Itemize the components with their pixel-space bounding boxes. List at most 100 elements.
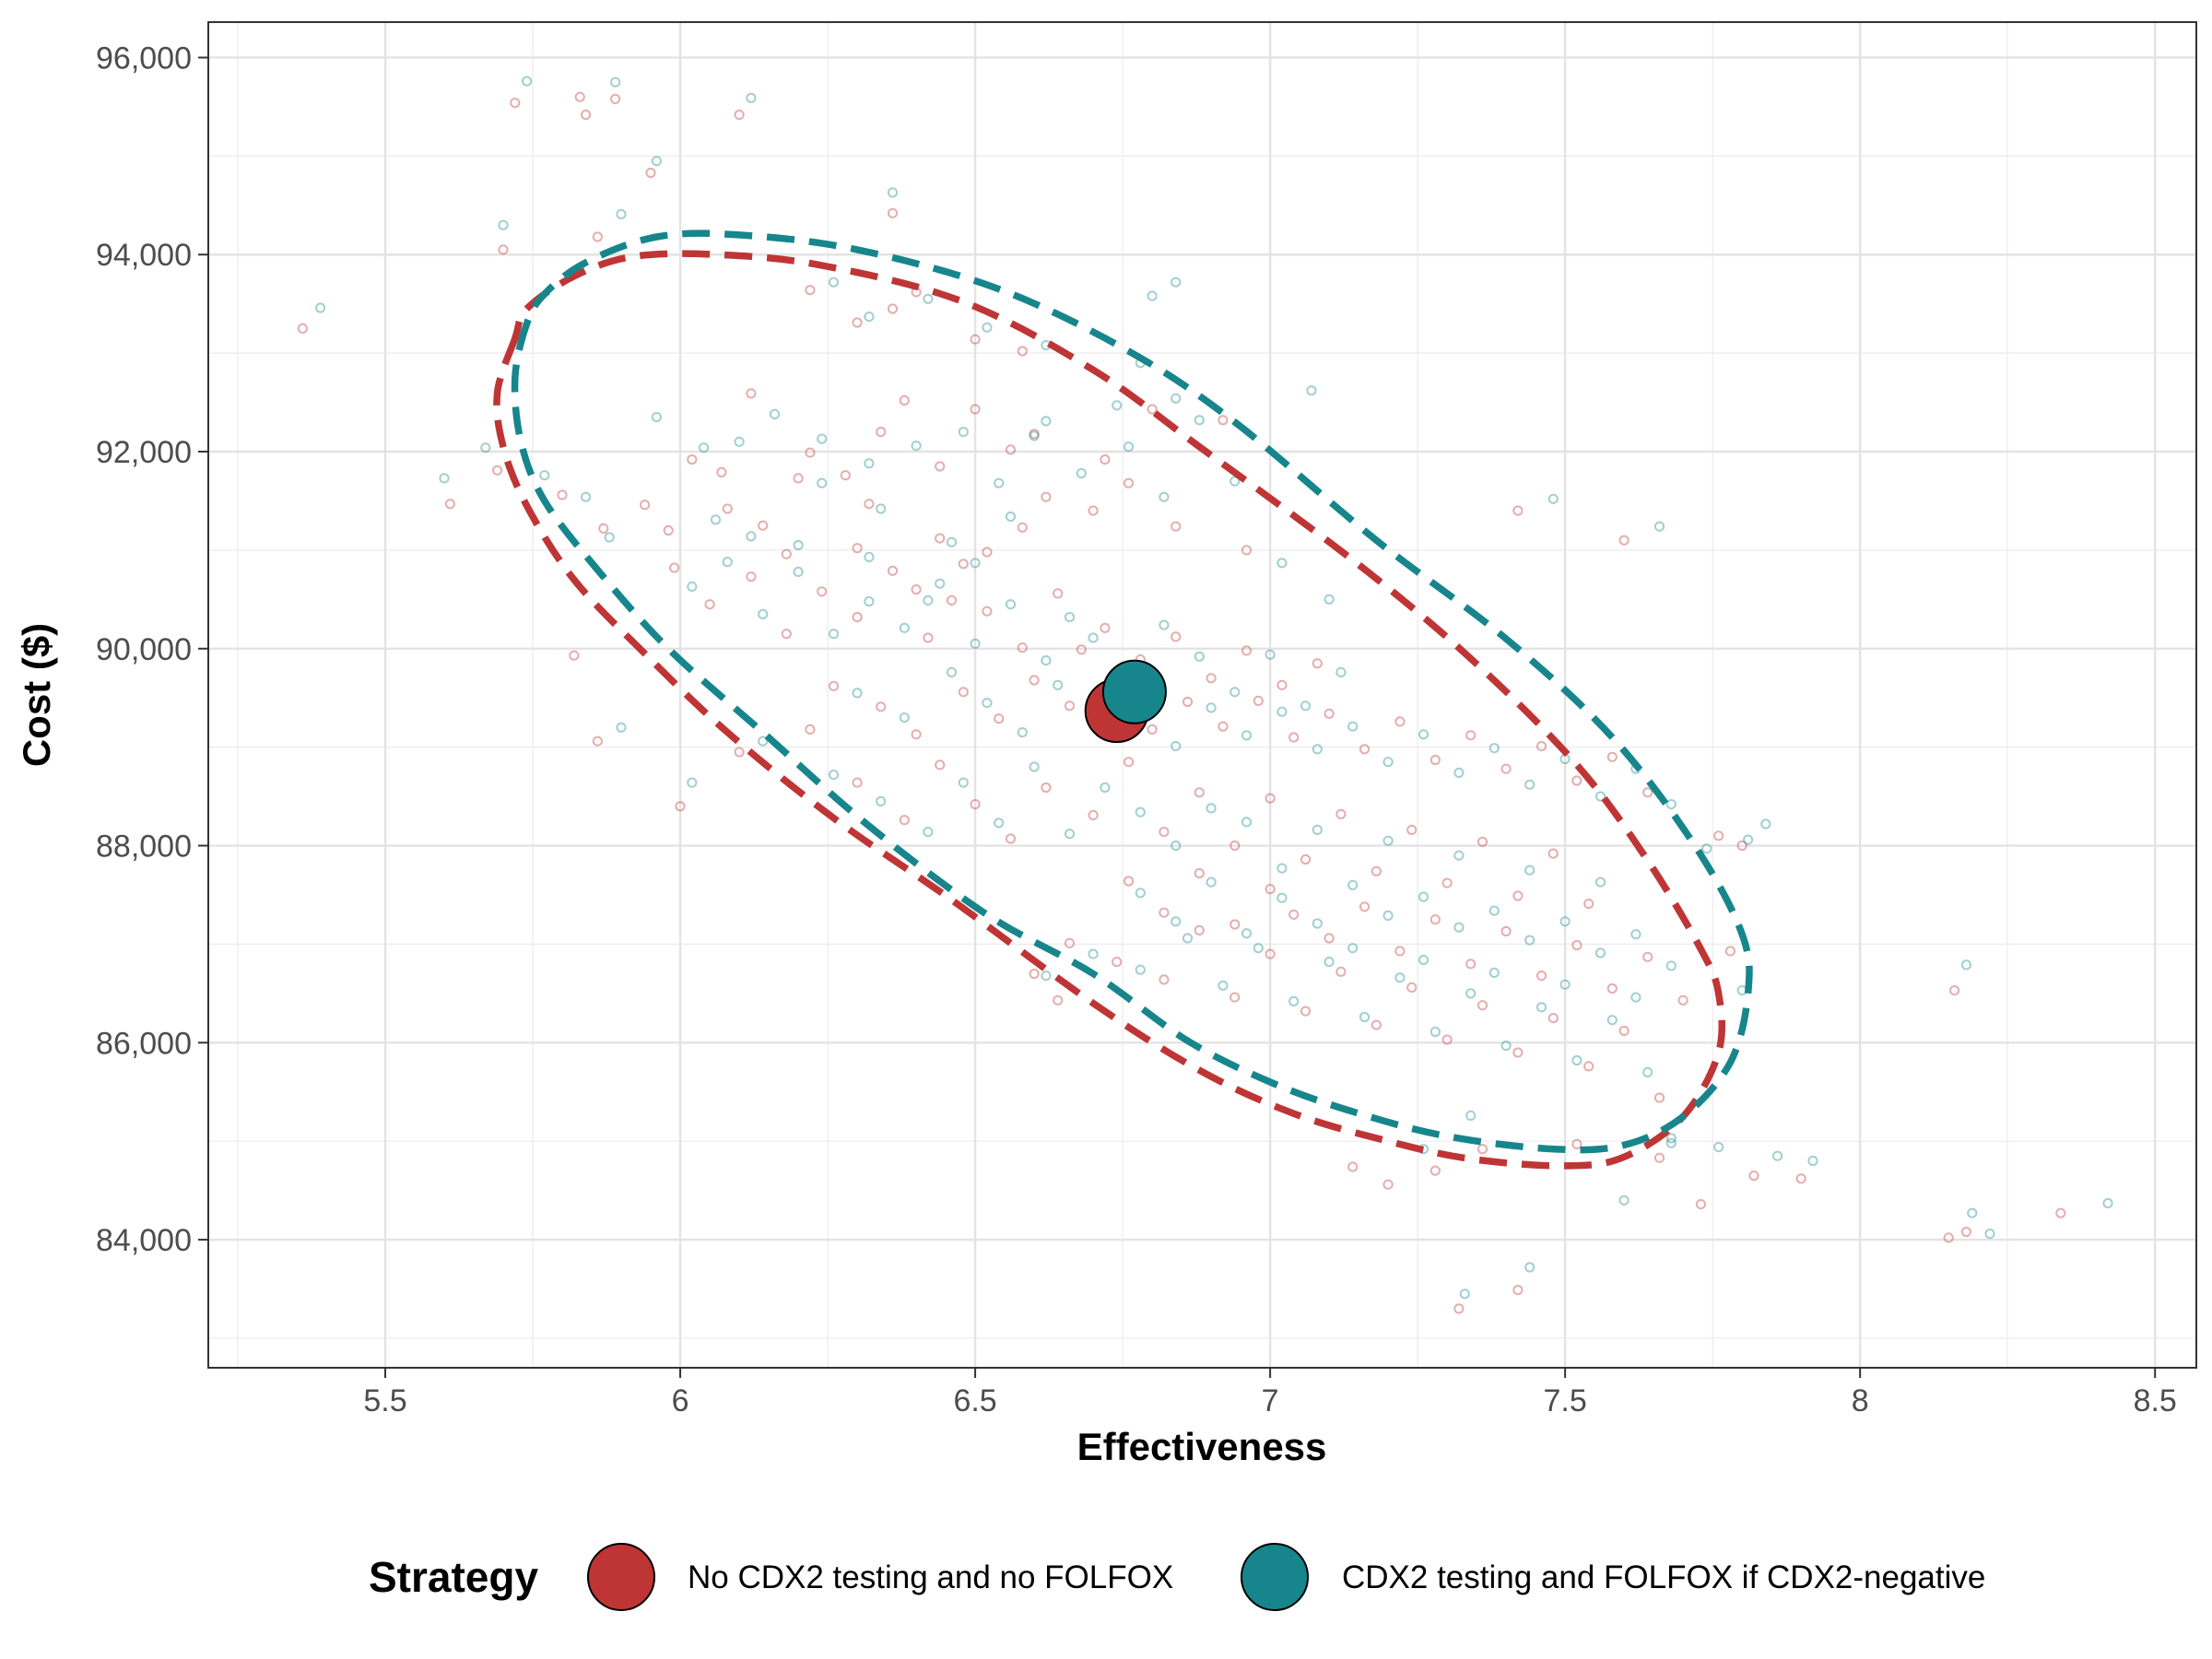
sim-point: [1182, 933, 1194, 944]
sim-point: [687, 581, 698, 593]
sim-point: [2055, 1207, 2066, 1218]
sim-point: [1312, 824, 1323, 836]
sim-point: [1701, 843, 1712, 854]
sim-point: [1100, 454, 1111, 465]
sim-point: [1459, 1288, 1470, 1300]
sim-point: [616, 208, 627, 219]
sim-point: [1159, 827, 1170, 838]
sim-point: [1324, 594, 1335, 605]
sim-point: [887, 565, 899, 576]
sim-point: [1312, 744, 1323, 755]
sim-point: [598, 523, 609, 535]
sim-point: [1005, 599, 1017, 610]
sim-point: [592, 231, 604, 242]
sim-point: [1218, 980, 1229, 991]
sim-point: [1512, 890, 1524, 901]
y-axis-title: Cost ($): [15, 623, 58, 767]
x-tick-label: 8: [1852, 1383, 1869, 1418]
sim-point: [923, 632, 934, 643]
sim-point: [1159, 907, 1170, 918]
sim-point: [1571, 939, 1583, 951]
series-points-1: [315, 76, 2113, 1300]
sim-point: [722, 557, 733, 568]
sim-point: [645, 167, 656, 179]
sim-point: [1618, 535, 1630, 546]
x-tick-label: 5.5: [363, 1383, 406, 1418]
sim-point: [946, 536, 958, 547]
sim-point: [1441, 877, 1453, 888]
sim-point: [1147, 404, 1158, 415]
sim-point: [828, 629, 840, 640]
sim-point: [1630, 992, 1641, 1003]
legend: Strategy No CDX2 testing and no FOLFOX C…: [369, 1543, 1985, 1611]
sim-point: [994, 818, 1005, 829]
sim-point: [1241, 730, 1253, 741]
sim-point: [1500, 1040, 1512, 1052]
sim-point: [1371, 865, 1382, 877]
sim-point: [640, 500, 651, 511]
sim-point: [1005, 833, 1017, 844]
sim-point: [852, 777, 863, 788]
sim-point: [1653, 521, 1665, 532]
confidence-ellipse-0: [493, 250, 1726, 1170]
sim-point: [1594, 791, 1606, 802]
sim-point: [1288, 995, 1300, 1007]
sim-point: [1029, 430, 1040, 441]
sim-point: [1430, 1165, 1441, 1176]
x-tick-label: 6.5: [953, 1383, 996, 1418]
sim-point: [1453, 850, 1465, 861]
sim-point: [1005, 511, 1017, 523]
sim-point: [1430, 914, 1441, 925]
sim-point: [1306, 385, 1317, 396]
sim-point: [994, 477, 1005, 488]
sim-point: [758, 608, 769, 620]
sim-point: [1206, 702, 1217, 713]
sim-point: [1335, 966, 1347, 977]
sim-point: [1465, 959, 1477, 970]
sim-point: [1277, 706, 1288, 717]
sim-point: [1159, 491, 1170, 502]
sim-point: [911, 441, 922, 452]
sim-point: [876, 503, 887, 514]
sim-point: [970, 638, 981, 650]
sim-point: [1477, 1000, 1488, 1011]
sim-point: [746, 92, 757, 103]
sim-point: [1453, 767, 1465, 779]
sim-point: [1335, 808, 1347, 819]
sim-point: [758, 520, 769, 531]
series-points-0: [297, 91, 2066, 1314]
sim-point: [899, 622, 910, 633]
ellipse-layer: [493, 229, 1753, 1170]
sim-point: [758, 735, 769, 747]
sim-point: [1123, 757, 1135, 768]
sim-point: [805, 724, 816, 735]
sim-point: [1017, 727, 1028, 738]
sim-point: [1630, 929, 1641, 940]
sim-point: [444, 499, 455, 510]
sim-point: [1960, 1226, 1971, 1238]
sim-point: [1441, 1034, 1453, 1045]
sim-point: [887, 187, 899, 198]
sim-point: [1041, 416, 1052, 427]
sim-point: [1265, 793, 1276, 804]
sim-point: [498, 219, 509, 230]
sim-point: [887, 303, 899, 314]
sim-point: [1182, 696, 1194, 708]
sim-point: [734, 747, 745, 758]
sim-point: [958, 559, 969, 570]
sim-point: [1123, 441, 1135, 453]
sim-point: [982, 547, 993, 558]
sim-point: [1724, 946, 1736, 957]
sim-point: [581, 491, 592, 502]
sim-point: [1277, 558, 1288, 569]
sim-point: [1430, 754, 1441, 766]
legend-label-cdx2-testing: CDX2 testing and FOLFOX if CDX2-negative: [1342, 1559, 1985, 1595]
sim-point: [852, 688, 863, 699]
sim-point: [1382, 835, 1394, 846]
sim-point: [1743, 834, 1754, 845]
sim-point: [1312, 658, 1323, 669]
sim-point: [781, 629, 792, 640]
sim-point: [840, 470, 851, 481]
sim-point: [480, 442, 491, 453]
sim-point: [982, 322, 993, 333]
